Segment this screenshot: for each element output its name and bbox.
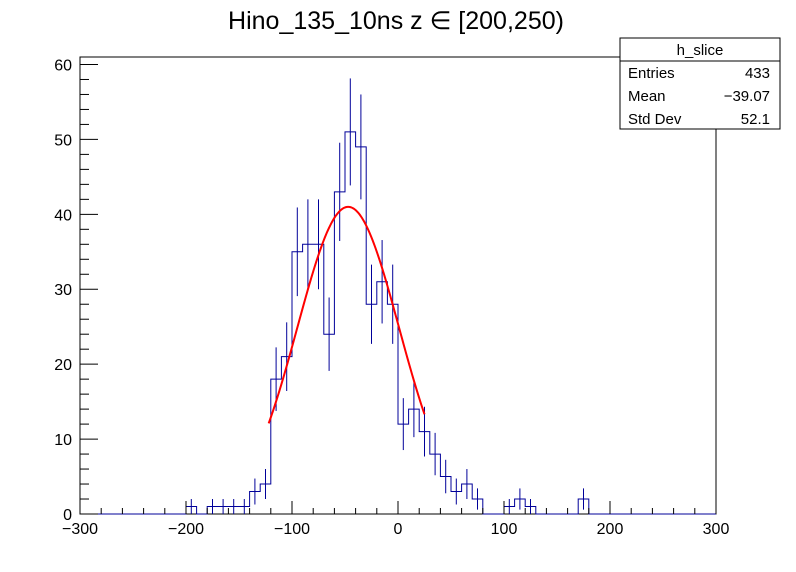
y-tick-label: 0 [63, 507, 72, 524]
chart-title: Hino_135_10ns z ∈ [200,250) [228, 7, 564, 35]
y-tick-label: 60 [54, 57, 72, 74]
gaussian-fit-curve [267, 205, 426, 424]
stats-entries-label: Entries [628, 65, 675, 82]
stats-stddev-label: Std Dev [628, 111, 682, 128]
stats-mean-label: Mean [628, 88, 666, 105]
y-tick-label: 30 [54, 282, 72, 299]
x-tick-label: 100 [491, 521, 518, 538]
x-tick-label: 200 [597, 521, 624, 538]
stats-box-title: h_slice [677, 42, 724, 59]
stats-box: h_slice Entries 433 Mean −39.07 Std Dev … [619, 37, 781, 130]
x-tick-label: −300 [62, 521, 98, 538]
stats-mean-value: −39.07 [724, 88, 770, 105]
y-tick-label: 10 [54, 432, 72, 449]
y-tick-label: 50 [54, 132, 72, 149]
y-tick-label: 20 [54, 357, 72, 374]
x-tick-label: −100 [274, 521, 310, 538]
stats-stddev-value: 52.1 [741, 111, 770, 128]
x-tick-label: 300 [703, 521, 730, 538]
x-tick-label: 0 [394, 521, 403, 538]
x-tick-label: −200 [168, 521, 204, 538]
fit-layer [267, 205, 426, 424]
y-tick-label: 40 [54, 207, 72, 224]
stats-box-frame [619, 37, 781, 130]
histogram-outline [80, 131, 716, 515]
axes-layer: −300 −200 −100 0 100 200 300 0 10 20 30 40 50 60 [54, 57, 729, 538]
stats-entries-value: 433 [745, 65, 770, 82]
